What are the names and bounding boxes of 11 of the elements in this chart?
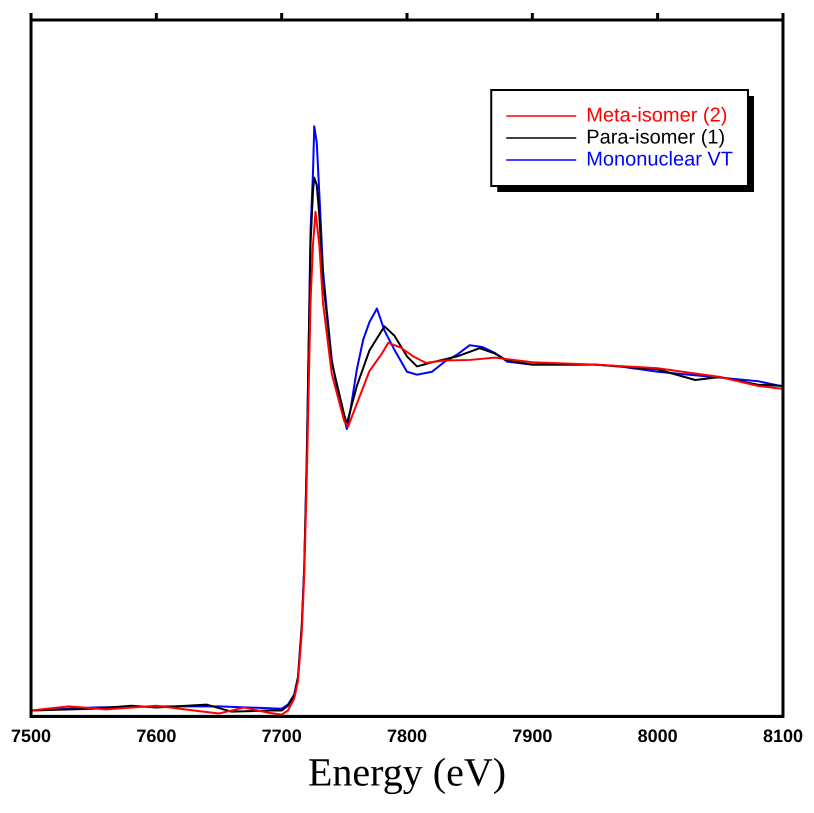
legend-label: Meta-isomer (2) bbox=[586, 104, 728, 127]
x-tick-label: 7900 bbox=[512, 726, 552, 746]
x-tick-label: 7500 bbox=[11, 726, 52, 746]
x-tick-label: 8000 bbox=[638, 726, 678, 746]
x-tick-label: 7700 bbox=[262, 726, 302, 746]
x-tick-label: 7800 bbox=[386, 726, 428, 746]
x-tick-label: 8100 bbox=[762, 726, 803, 746]
x-tick-label: 7600 bbox=[136, 726, 176, 746]
legend-label: Para-isomer (1) bbox=[586, 126, 726, 149]
legend-label: Mononuclear VT bbox=[586, 148, 733, 171]
x-axis-title: Energy (eV) bbox=[308, 750, 506, 794]
